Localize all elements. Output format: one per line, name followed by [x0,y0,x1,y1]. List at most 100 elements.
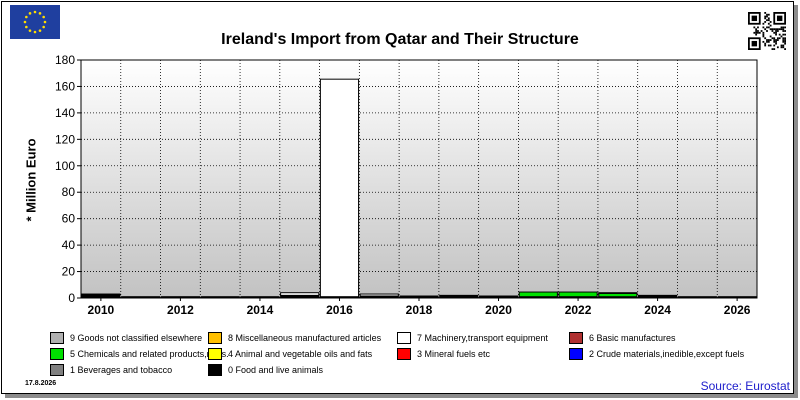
qr-cell [764,37,767,40]
bar-segment [240,296,280,299]
legend-swatch [569,332,583,344]
y-tick-label: 0 [68,291,75,305]
chart-title: Ireland's Import from Qatar and Their St… [221,31,579,48]
x-tick-label: 2024 [644,303,671,317]
flag-star [25,25,28,29]
qr-cell [764,44,767,47]
bar-segment [478,295,519,299]
plot-area-background [80,59,758,299]
date-stamp: 17.8.2026 [25,380,57,387]
qr-cell [773,31,776,34]
legend-item: 8 Miscellaneous manufactured articles [208,332,381,344]
qr-cell [762,33,765,36]
qr-cell [767,39,770,41]
qr-cell [769,44,772,47]
bar-segment [359,293,399,297]
qr-cell [771,30,774,32]
y-tick-label: 180 [55,53,75,67]
qr-cell [757,30,759,32]
qr-cell [773,28,776,31]
qr-cell [782,28,785,31]
qr-cell [771,28,774,31]
qr-cell [776,46,779,49]
qr-cell [769,35,772,38]
qr-cell [755,28,758,31]
legend-label: 1 Beverages and tobacco [70,365,173,375]
qr-finder [776,15,783,22]
qr-cell [780,28,783,31]
flag-star [38,12,42,15]
legend-label: 7 Machinery,transport equipment [417,333,548,343]
qr-cell [766,40,768,43]
qr-cell [775,30,777,32]
qr-cell [769,24,772,27]
qr-cell [778,37,781,40]
qr-cell [780,44,783,47]
legend-label: 4 Animal and vegetable oils and fats [228,349,373,359]
qr-cell [784,26,786,29]
qr-cell [782,30,785,32]
qr-cell [773,44,776,47]
qr-cell [782,40,785,43]
qr-cell [773,48,776,50]
x-tick-label: 2020 [485,303,512,317]
x-tick-label: 2014 [247,303,274,317]
qr-cell [762,22,765,25]
qr-cell [769,21,772,23]
qr-cell [767,13,770,16]
y-tick-label: 60 [62,212,76,226]
y-axis-ticks: 0 20 40 60 80 100 120 140 160 180 [55,53,81,305]
qr-cell [775,28,777,31]
qr-cell [775,33,777,36]
bar-segment [677,296,717,299]
legend-item: 3 Mineral fuels etc [397,348,490,360]
legend-item: 6 Basic manufactures [569,332,676,344]
qr-cell [780,46,783,49]
qr-cell [757,26,759,29]
qr-cell [762,40,765,43]
qr-cell [764,12,767,14]
qr-cell [760,30,763,32]
grid-lines [81,60,757,298]
qr-cell [766,15,768,18]
bar-segment [200,296,240,299]
flag-star [33,30,37,34]
qr-cell [784,42,786,45]
legend-item: 5 Chemicals and related products,n.e.s. [50,348,229,360]
qr-cell [762,26,765,29]
qr-cell [784,39,786,41]
qr-cell [753,31,756,34]
legend-item: 1 Beverages and tobacco [50,364,172,376]
bar-segment [121,296,161,299]
flag-star [33,10,37,14]
qr-cell [764,28,767,31]
legend-label: 5 Chemicals and related products,n.e.s. [70,349,229,359]
y-tick-label: 20 [62,265,76,279]
legend-swatch [50,364,64,376]
bar-segment [81,293,121,296]
legend-label: 2 Crude materials,inedible,except fuels [589,349,745,359]
qr-cell [776,30,779,32]
legend-label: 6 Basic manufactures [589,333,676,343]
legend-label: 8 Miscellaneous manufactured articles [228,333,382,343]
x-tick-label: 2022 [565,303,592,317]
legend-item: 0 Food and live animals [208,364,323,376]
qr-cell [782,44,785,47]
source-label: Source: Eurostat [700,379,790,393]
x-axis-ticks: 2010 2012 2014 2016 2018 2020 2022 2024 2026 [88,298,751,317]
qr-cell [782,37,785,40]
qr-cell [757,31,759,34]
qr-cell [771,37,774,40]
flag-star [28,29,32,32]
qr-cell [775,40,777,43]
x-tick-label: 2012 [167,303,194,317]
qr-finder [751,40,758,47]
qr-cell [762,35,765,38]
qr-cell [775,31,777,34]
qr-cell [773,40,776,43]
qr-cell [767,40,770,43]
flag-star [43,20,47,24]
qr-cell [764,15,767,18]
flag-star [38,29,42,32]
